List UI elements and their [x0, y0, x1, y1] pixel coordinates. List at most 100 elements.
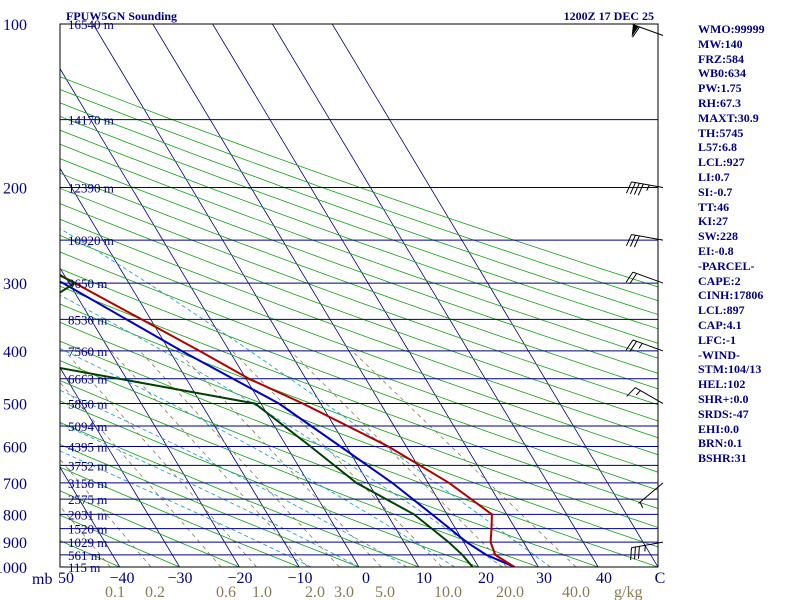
mixing-ratio-tick-label: 1.0 [252, 584, 272, 600]
wind-barb-staff [632, 339, 664, 352]
parcel-trace-line [60, 280, 515, 567]
mixing-ratio-tick-label: 10.0 [434, 584, 462, 600]
height-label: 8530 m [68, 312, 107, 327]
wind-barb-full [632, 26, 640, 38]
dry-adiabat-line [60, 443, 360, 567]
isotherm-line [152, 24, 479, 567]
temperature-line [60, 273, 516, 567]
mixing-ratio-unit-label: g/kg [614, 584, 642, 600]
wind-barb-full [637, 546, 640, 559]
wind-barb-full [633, 183, 640, 195]
index-item: LCL:897 [698, 303, 745, 318]
mixing-ratio-tick-label: 20.0 [496, 584, 524, 600]
dry-adiabat-line [60, 143, 658, 359]
wind-barb-full [629, 341, 638, 352]
moist-adiabat-line [60, 450, 312, 567]
mixing-ratio-tick-label: 0.6 [216, 584, 236, 600]
pressure-label: 1000 [0, 560, 27, 577]
wind-barb-full [633, 235, 640, 248]
temperature-tick-label: −10 [287, 570, 312, 587]
dry-adiabat-line [60, 218, 658, 439]
index-item: SRDS:-47 [698, 406, 749, 421]
index-item: WMO:99999 [698, 22, 765, 36]
height-label: 2575 m [68, 492, 107, 507]
height-label: 10920 m [68, 233, 114, 248]
height-label: 3156 m [68, 476, 107, 491]
mixing-ratio-line [177, 350, 382, 567]
wind-barb-staff [631, 541, 664, 549]
temperature-tick-label: −30 [167, 570, 192, 587]
wind-barb-full [630, 547, 632, 561]
valid-time: 1200Z 17 DEC 25 [564, 9, 654, 23]
height-label: 1520 m [68, 522, 107, 537]
pressure-label: 100 [3, 17, 27, 34]
index-item: SHR+:0.0 [698, 391, 749, 406]
isotherm-line [60, 366, 180, 567]
moist-adiabat-line [60, 348, 455, 567]
height-label: 5850 m [68, 397, 107, 412]
temperature-tick-label: 0 [362, 570, 370, 587]
height-label: 6663 m [68, 372, 107, 387]
wind-barb-full [625, 181, 632, 194]
index-item: HEL:102 [698, 377, 746, 392]
mixing-ratio-tick-label: 5.0 [375, 584, 395, 600]
wind-barb-half [646, 184, 650, 191]
index-item: EI:-0.8 [698, 243, 734, 258]
temperature-tick-label: 20 [478, 570, 494, 587]
dry-adiabat-line [60, 251, 658, 473]
chart-title: FPUW5GN Sounding [66, 9, 177, 23]
pressure-label: 700 [3, 476, 27, 493]
wind-barb-flag [631, 24, 639, 37]
isotherm-line [272, 24, 599, 567]
index-item: -WIND- [698, 347, 740, 362]
pressure-label: 200 [3, 180, 27, 197]
mixing-ratio-tick-label: 0.2 [145, 584, 165, 600]
index-item: MW:140 [698, 36, 743, 51]
index-item: -PARCEL- [698, 258, 755, 273]
dry-adiabat-line [60, 89, 658, 302]
pressure-label: 500 [3, 397, 27, 414]
dry-adiabat-line [60, 421, 419, 567]
height-label: 14170 m [68, 113, 114, 128]
sounding-profiles [60, 273, 516, 567]
isotherm-line [60, 167, 300, 567]
dewpoint-line [60, 274, 474, 567]
height-label: 561 m [68, 548, 101, 563]
height-label: 3752 m [68, 458, 107, 473]
index-item: LI:0.7 [698, 169, 730, 184]
mixing-ratio-line [64, 350, 257, 567]
wind-barb-full [637, 183, 644, 196]
index-item: PW:1.75 [698, 81, 742, 96]
index-item: TT:46 [698, 199, 730, 214]
wind-barb-staff [632, 271, 664, 284]
index-item: BSHR:31 [698, 451, 747, 466]
temperature-tick-label: −20 [227, 570, 252, 587]
height-label: 115 m [68, 560, 100, 575]
wind-barb-staff [635, 387, 664, 404]
dry-adiabat-line [60, 116, 658, 330]
dry-adiabat-line [60, 268, 658, 491]
dry-adiabat-line [60, 102, 658, 315]
dry-adiabat-line [60, 235, 658, 456]
mixing-ratio-tick-label: 0.1 [105, 584, 125, 600]
isotherm-line [212, 24, 539, 567]
dry-adiabat-line [60, 172, 658, 390]
wind-barbs [625, 24, 664, 561]
wind-barb-full [626, 387, 636, 397]
dry-adiabat-line [60, 129, 658, 344]
mixing-ratio-tick-label: 2.0 [305, 584, 325, 600]
stability-indices-panel: WMO:99999 MW:140 FRZ:584 WB0:634 PW:1.75 RH:6… [698, 22, 798, 466]
pressure-label: 300 [3, 276, 27, 293]
wind-barb-full [629, 235, 636, 247]
dry-adiabat-line [60, 187, 658, 406]
dry-adiabat-line [60, 203, 658, 422]
index-item: MAXT:30.9 [698, 110, 759, 125]
index-item: SW:228 [698, 229, 739, 244]
dry-adiabat-line [60, 303, 658, 528]
mixing-ratio-line [290, 350, 508, 567]
wind-barb-full [629, 182, 636, 195]
pressure-label: 800 [3, 507, 27, 524]
isotherm-line [60, 466, 121, 567]
mixing-ratio-line [139, 350, 340, 567]
